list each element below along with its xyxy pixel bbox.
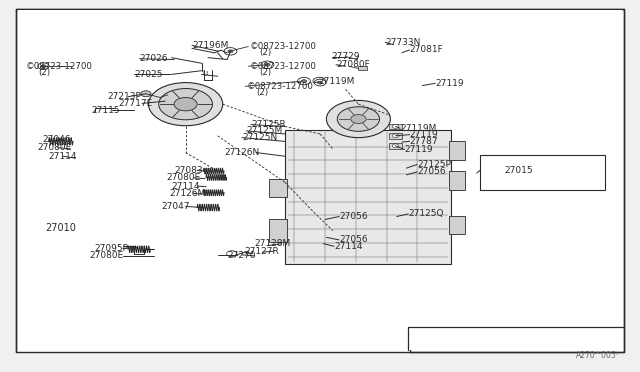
- Text: 27114: 27114: [172, 182, 200, 190]
- Text: 27026: 27026: [140, 54, 168, 63]
- Circle shape: [265, 63, 270, 66]
- Text: 27125Q: 27125Q: [408, 209, 444, 218]
- Text: 27119M: 27119M: [400, 124, 436, 133]
- Text: 27717E: 27717E: [118, 99, 153, 108]
- Text: 27125R: 27125R: [251, 120, 285, 129]
- Text: (2): (2): [256, 88, 268, 97]
- Circle shape: [41, 65, 46, 68]
- Circle shape: [159, 89, 212, 120]
- Text: 27114: 27114: [334, 242, 363, 251]
- Text: 27125M: 27125M: [246, 126, 283, 135]
- Circle shape: [298, 77, 310, 85]
- Circle shape: [224, 48, 237, 55]
- Text: 27080F: 27080F: [336, 60, 370, 69]
- Circle shape: [313, 77, 326, 85]
- Text: 27095P: 27095P: [95, 244, 129, 253]
- Circle shape: [148, 83, 223, 126]
- Text: 27126N: 27126N: [224, 148, 259, 157]
- Circle shape: [392, 144, 399, 148]
- Bar: [389, 133, 402, 139]
- Text: 27119: 27119: [435, 79, 464, 88]
- Text: 27119M: 27119M: [319, 77, 355, 86]
- Text: (2): (2): [38, 68, 51, 77]
- Circle shape: [337, 107, 380, 131]
- Circle shape: [314, 79, 326, 86]
- Text: (2): (2): [259, 68, 271, 77]
- Text: 27025: 27025: [134, 70, 163, 79]
- Text: 27056: 27056: [417, 167, 446, 176]
- Text: (2): (2): [259, 48, 271, 57]
- Text: 27128M: 27128M: [255, 239, 291, 248]
- Text: 27119: 27119: [404, 145, 433, 154]
- Text: 27213P: 27213P: [108, 92, 141, 101]
- Bar: [285, 130, 451, 264]
- Text: 27080E: 27080E: [90, 251, 124, 260]
- Bar: [389, 143, 402, 149]
- Bar: [358, 66, 367, 70]
- Circle shape: [351, 115, 366, 124]
- Circle shape: [228, 50, 233, 53]
- Circle shape: [141, 91, 151, 97]
- Text: 27056: 27056: [339, 235, 368, 244]
- Text: 27127R: 27127R: [244, 247, 279, 256]
- Text: ©08723-12700: ©08723-12700: [26, 62, 92, 71]
- Text: ©08723-12700: ©08723-12700: [250, 62, 316, 71]
- Text: 27787: 27787: [410, 137, 438, 146]
- Circle shape: [326, 100, 390, 138]
- Text: 27015: 27015: [504, 166, 533, 175]
- Circle shape: [261, 61, 274, 68]
- Circle shape: [301, 80, 307, 83]
- Text: 27047: 27047: [161, 202, 190, 211]
- Text: 27733N: 27733N: [385, 38, 420, 47]
- Text: 27125N: 27125N: [242, 133, 277, 142]
- Bar: [269, 179, 287, 197]
- Bar: [449, 216, 465, 234]
- Text: 27083: 27083: [174, 166, 203, 175]
- Circle shape: [392, 125, 399, 128]
- Text: 27115: 27115: [91, 106, 120, 115]
- Text: 27056: 27056: [339, 212, 368, 221]
- Text: ©08723-12700: ©08723-12700: [246, 82, 313, 91]
- Text: 27126M: 27126M: [170, 189, 206, 198]
- Text: 27125P: 27125P: [417, 160, 451, 169]
- Text: ©08723-12700: ©08723-12700: [250, 42, 316, 51]
- Text: 27270: 27270: [227, 251, 256, 260]
- Circle shape: [174, 97, 197, 111]
- Bar: [480, 155, 605, 190]
- Bar: [269, 219, 287, 242]
- Text: A270^005·: A270^005·: [577, 351, 620, 360]
- Text: 27080E: 27080E: [37, 143, 72, 152]
- Bar: [389, 124, 402, 129]
- Text: 27081F: 27081F: [410, 45, 444, 54]
- Circle shape: [317, 80, 322, 83]
- Circle shape: [38, 63, 49, 70]
- Text: 27114: 27114: [48, 152, 77, 161]
- Text: 27196M: 27196M: [192, 41, 228, 50]
- Text: 27046: 27046: [42, 135, 71, 144]
- Circle shape: [392, 134, 399, 138]
- Circle shape: [227, 251, 237, 257]
- Bar: [449, 171, 465, 190]
- Text: 27729: 27729: [332, 52, 360, 61]
- Text: 27080E: 27080E: [166, 173, 201, 182]
- Text: U: U: [202, 71, 207, 77]
- Circle shape: [317, 81, 323, 84]
- Bar: [449, 141, 465, 160]
- Text: 27010: 27010: [45, 223, 76, 232]
- Text: 27119: 27119: [410, 130, 438, 139]
